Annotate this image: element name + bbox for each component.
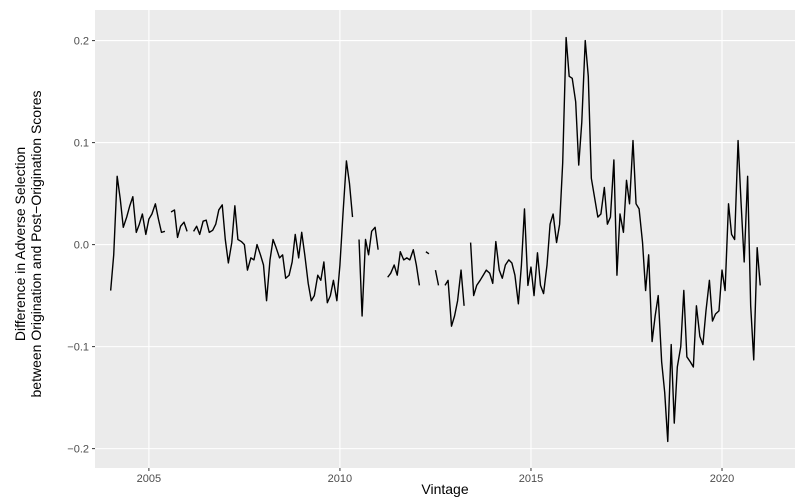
- y-axis-title-line: Difference in Adverse Selection: [12, 147, 28, 341]
- y-tick-label: 0.0: [74, 240, 89, 252]
- y-tick-label: 0.1: [74, 138, 89, 150]
- y-tick-label: −0.2: [67, 444, 89, 456]
- x-tick-label: 2005: [137, 473, 161, 485]
- data-line: [109, 36, 761, 443]
- x-tick-label: 2020: [710, 473, 734, 485]
- plot-background: [95, 10, 795, 468]
- y-tick-label: 0.2: [74, 36, 89, 48]
- y-axis-title: Difference in Adverse Selection between …: [12, 90, 44, 397]
- x-tick-label: 2010: [328, 473, 352, 485]
- y-tick-label: −0.1: [67, 342, 89, 354]
- x-tick-label: 2015: [519, 473, 543, 485]
- x-axis-title: Vintage: [421, 481, 468, 497]
- y-axis-title-line: between Origination and Post−Origination…: [28, 90, 44, 397]
